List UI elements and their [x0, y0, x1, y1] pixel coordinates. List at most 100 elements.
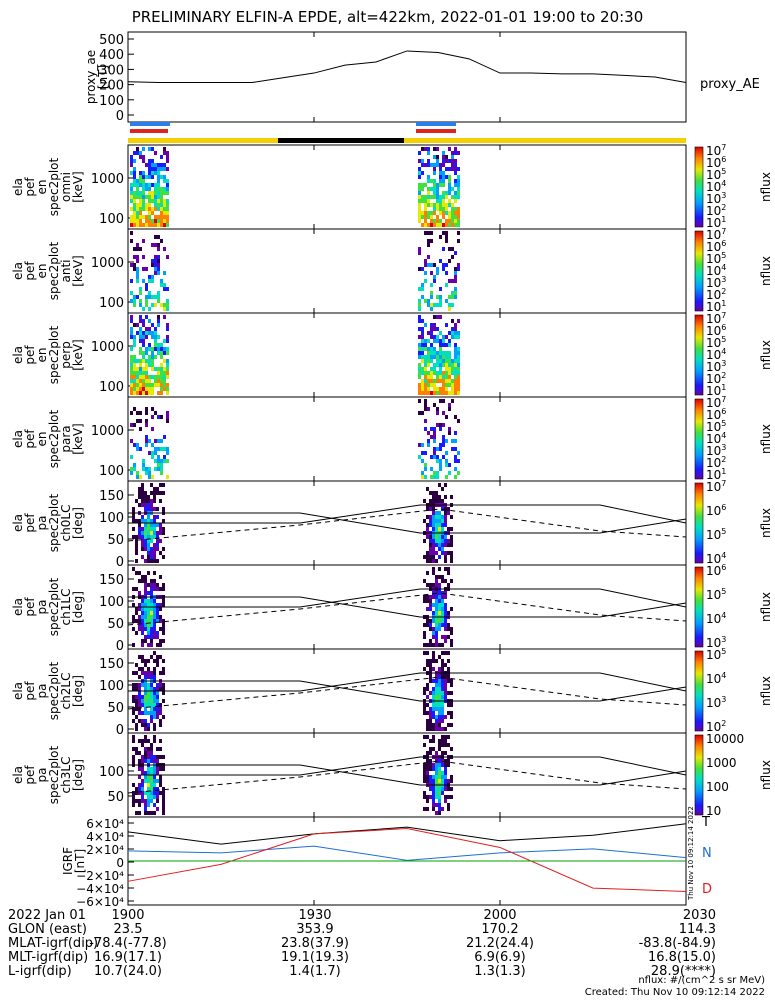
heat-cell [151, 475, 154, 479]
heat-cell [426, 719, 429, 723]
heat-cell [166, 223, 169, 227]
heat-cell [436, 411, 439, 415]
ylabel-line: pa [35, 600, 49, 615]
heat-cell [159, 687, 162, 691]
heat-cell [148, 439, 151, 443]
heat-cell [426, 727, 429, 731]
heat-cell [148, 355, 151, 359]
heat-cell [156, 643, 159, 647]
heat-cell [442, 375, 445, 379]
heat-cell [432, 555, 435, 559]
heat-cell [426, 527, 429, 531]
heat-cell [432, 491, 435, 495]
heat-cell [423, 599, 426, 603]
heat-cell [435, 535, 438, 539]
heat-cell [132, 759, 135, 763]
heat-cell [421, 411, 424, 415]
heat-cell [433, 207, 436, 211]
heat-cell [421, 451, 424, 455]
heat-cell [447, 627, 450, 631]
heat-cell [153, 519, 156, 523]
heat-cell [162, 587, 165, 591]
heat-cell [451, 211, 454, 215]
heat-cell [136, 391, 139, 395]
heat-cell [142, 383, 145, 387]
heat-cell [448, 371, 451, 375]
ylabel-line: pef [23, 177, 37, 197]
heat-cell [133, 247, 136, 251]
heat-cell [150, 795, 153, 799]
heat-cell [142, 307, 145, 311]
heat-cell [457, 355, 460, 359]
heat-cell [448, 203, 451, 207]
heat-cell [438, 723, 441, 727]
heat-cell [427, 355, 430, 359]
heat-cell [450, 579, 453, 583]
heat-cell [156, 699, 159, 703]
heat-cell [447, 527, 450, 531]
heat-cell [435, 703, 438, 707]
heat-cell [142, 279, 145, 283]
heat-cell [429, 679, 432, 683]
heat-cell [424, 419, 427, 423]
heat-cell [441, 651, 444, 655]
heat-cell [429, 707, 432, 711]
heat-cell [430, 179, 433, 183]
heat-cell [418, 287, 421, 291]
igrf-tick-label: −4×10⁴ [76, 882, 124, 896]
heat-cell [430, 231, 433, 235]
heat-cell [141, 759, 144, 763]
heat-cell [421, 195, 424, 199]
heat-cell [151, 347, 154, 351]
heat-cell [142, 179, 145, 183]
heat-cell [156, 655, 159, 659]
heat-cell [445, 207, 448, 211]
heat-cell [448, 183, 451, 187]
heat-cell [430, 355, 433, 359]
ylabel-line: IGRF [61, 847, 75, 875]
heat-cell [136, 275, 139, 279]
heat-cell [436, 215, 439, 219]
heat-cell [445, 363, 448, 367]
heat-cell [438, 583, 441, 587]
heat-cell [442, 455, 445, 459]
heat-cell [147, 671, 150, 675]
heat-cell [145, 439, 148, 443]
heat-cell [159, 711, 162, 715]
heat-cell [153, 771, 156, 775]
heat-cell [427, 379, 430, 383]
heat-cell [162, 699, 165, 703]
heat-cell [447, 551, 450, 555]
heat-cell [429, 535, 432, 539]
heat-cell [433, 263, 436, 267]
heat-cell [148, 363, 151, 367]
heat-cell [153, 555, 156, 559]
heat-cell [162, 791, 165, 795]
heat-cell [445, 223, 448, 227]
loss-cone-dashed [127, 508, 687, 542]
loss-cone-line [128, 596, 687, 618]
heat-cell [432, 691, 435, 695]
heat-cell [451, 391, 454, 395]
heat-cell [424, 367, 427, 371]
heat-cell [447, 703, 450, 707]
heat-cell [147, 811, 150, 815]
heat-cell [144, 495, 147, 499]
heat-cell [135, 727, 138, 731]
heat-cell [153, 523, 156, 527]
heat-cell [139, 179, 142, 183]
heat-cell [436, 475, 439, 479]
heat-cell [421, 387, 424, 391]
heat-cell [442, 339, 445, 343]
heat-cell [147, 539, 150, 543]
heat-cell [144, 575, 147, 579]
ylabel-line: pa [35, 516, 49, 531]
heat-cell [142, 171, 145, 175]
heat-cell [163, 459, 166, 463]
heat-cell [430, 359, 433, 363]
heat-cell [147, 699, 150, 703]
heat-cell [447, 807, 450, 811]
heat-cell [135, 571, 138, 575]
heat-cell [426, 559, 429, 563]
